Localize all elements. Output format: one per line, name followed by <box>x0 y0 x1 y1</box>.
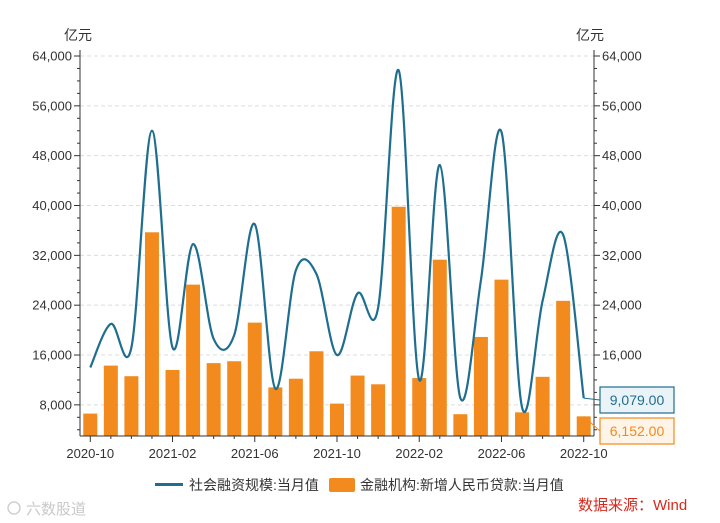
y-tick-label-left: 24,000 <box>32 298 72 313</box>
bar[interactable] <box>556 300 571 436</box>
callout-bar: 6,152.00 <box>583 415 675 445</box>
callout-value: 9,079.00 <box>610 392 665 408</box>
legend-bar-swatch <box>329 478 355 492</box>
legend-item-bar[interactable]: 金融机构:新增人民币贷款:当月值 <box>329 477 564 493</box>
y-tick-label-left: 8,000 <box>39 397 72 412</box>
y-tick-label-right: 64,000 <box>602 49 642 64</box>
x-axis-ticks: 2020-10 2021-02 2021-06 2021-10 2022-02 2022-… <box>66 446 607 461</box>
bar[interactable] <box>432 259 447 436</box>
y-tick-label-left: 16,000 <box>32 348 72 363</box>
x-tick-label: 2022-10 <box>560 446 608 461</box>
bar[interactable] <box>350 375 365 436</box>
right-y-axis-ticks: 8,00016,00024,00032,00040,00048,00056,00… <box>602 49 642 413</box>
bar[interactable] <box>391 206 406 436</box>
bar[interactable] <box>227 361 242 436</box>
watermark-logo-icon <box>7 501 21 515</box>
legend-item-line[interactable]: 社会融资规模:当月值 <box>155 477 319 493</box>
bar[interactable] <box>576 416 591 436</box>
bar[interactable] <box>103 365 118 436</box>
bar[interactable] <box>83 413 98 436</box>
bar[interactable] <box>330 403 344 436</box>
bar[interactable] <box>288 378 303 436</box>
watermark: 六数股道 <box>7 501 86 518</box>
bar[interactable] <box>206 363 221 436</box>
bar[interactable] <box>186 284 201 436</box>
y-tick-label-right: 56,000 <box>602 98 642 113</box>
bar[interactable] <box>535 376 550 436</box>
bar[interactable] <box>268 387 283 436</box>
bar[interactable] <box>144 232 159 436</box>
callout-leader <box>583 415 601 432</box>
y-tick-label-left: 56,000 <box>32 98 72 113</box>
x-tick-label: 2021-02 <box>149 446 197 461</box>
data-source: 数据来源：Wind <box>578 497 687 514</box>
callout-value: 6,152.00 <box>610 423 665 439</box>
bar[interactable] <box>309 351 324 436</box>
legend: 社会融资规模:当月值 金融机构:新增人民币贷款:当月值 <box>155 477 564 493</box>
line-series <box>89 69 585 413</box>
y-tick-label-left: 48,000 <box>32 148 72 163</box>
callout-leader <box>583 397 601 401</box>
legend-line-label: 社会融资规模:当月值 <box>189 477 319 493</box>
y-tick-label-right: 24,000 <box>602 298 642 313</box>
y-tick-label-right: 40,000 <box>602 198 642 213</box>
bar[interactable] <box>453 414 468 436</box>
legend-bar-label: 金融机构:新增人民币贷款:当月值 <box>360 477 564 493</box>
x-tick-label: 2021-10 <box>313 446 361 461</box>
axes <box>74 50 600 442</box>
bar[interactable] <box>515 412 530 436</box>
y-tick-label-right: 32,000 <box>602 248 642 263</box>
watermark-text: 六数股道 <box>26 501 86 518</box>
y-tick-label-left: 40,000 <box>32 198 72 213</box>
x-tick-label: 2021-06 <box>231 446 279 461</box>
bar[interactable] <box>124 376 139 436</box>
callout-line: 9,079.00 <box>583 386 675 414</box>
bar[interactable] <box>473 336 488 436</box>
y-tick-label-left: 32,000 <box>32 248 72 263</box>
y-tick-label-right: 16,000 <box>602 348 642 363</box>
callout-box <box>599 417 675 445</box>
value-callouts: 9,079.00 6,152.00 <box>583 386 675 445</box>
bar[interactable] <box>494 279 509 436</box>
callout-box <box>599 386 675 414</box>
legend-line-swatch <box>155 483 183 486</box>
bar[interactable] <box>371 384 386 436</box>
left-y-axis-ticks: 8,000 16,000 24,000 32,000 40,000 48,000 56,00… <box>32 49 72 413</box>
right-axis-unit: 亿元 <box>576 27 604 43</box>
x-tick-label: 2022-02 <box>395 446 443 461</box>
x-tick-label: 2020-10 <box>66 446 114 461</box>
bar-series <box>83 206 591 436</box>
bar[interactable] <box>165 369 180 436</box>
x-tick-label: 2022-06 <box>478 446 526 461</box>
bar[interactable] <box>412 378 427 436</box>
y-tick-label-right: 48,000 <box>602 148 642 163</box>
y-tick-label-left: 64,000 <box>32 49 72 64</box>
left-axis-unit: 亿元 <box>64 27 92 43</box>
bar[interactable] <box>247 322 262 436</box>
